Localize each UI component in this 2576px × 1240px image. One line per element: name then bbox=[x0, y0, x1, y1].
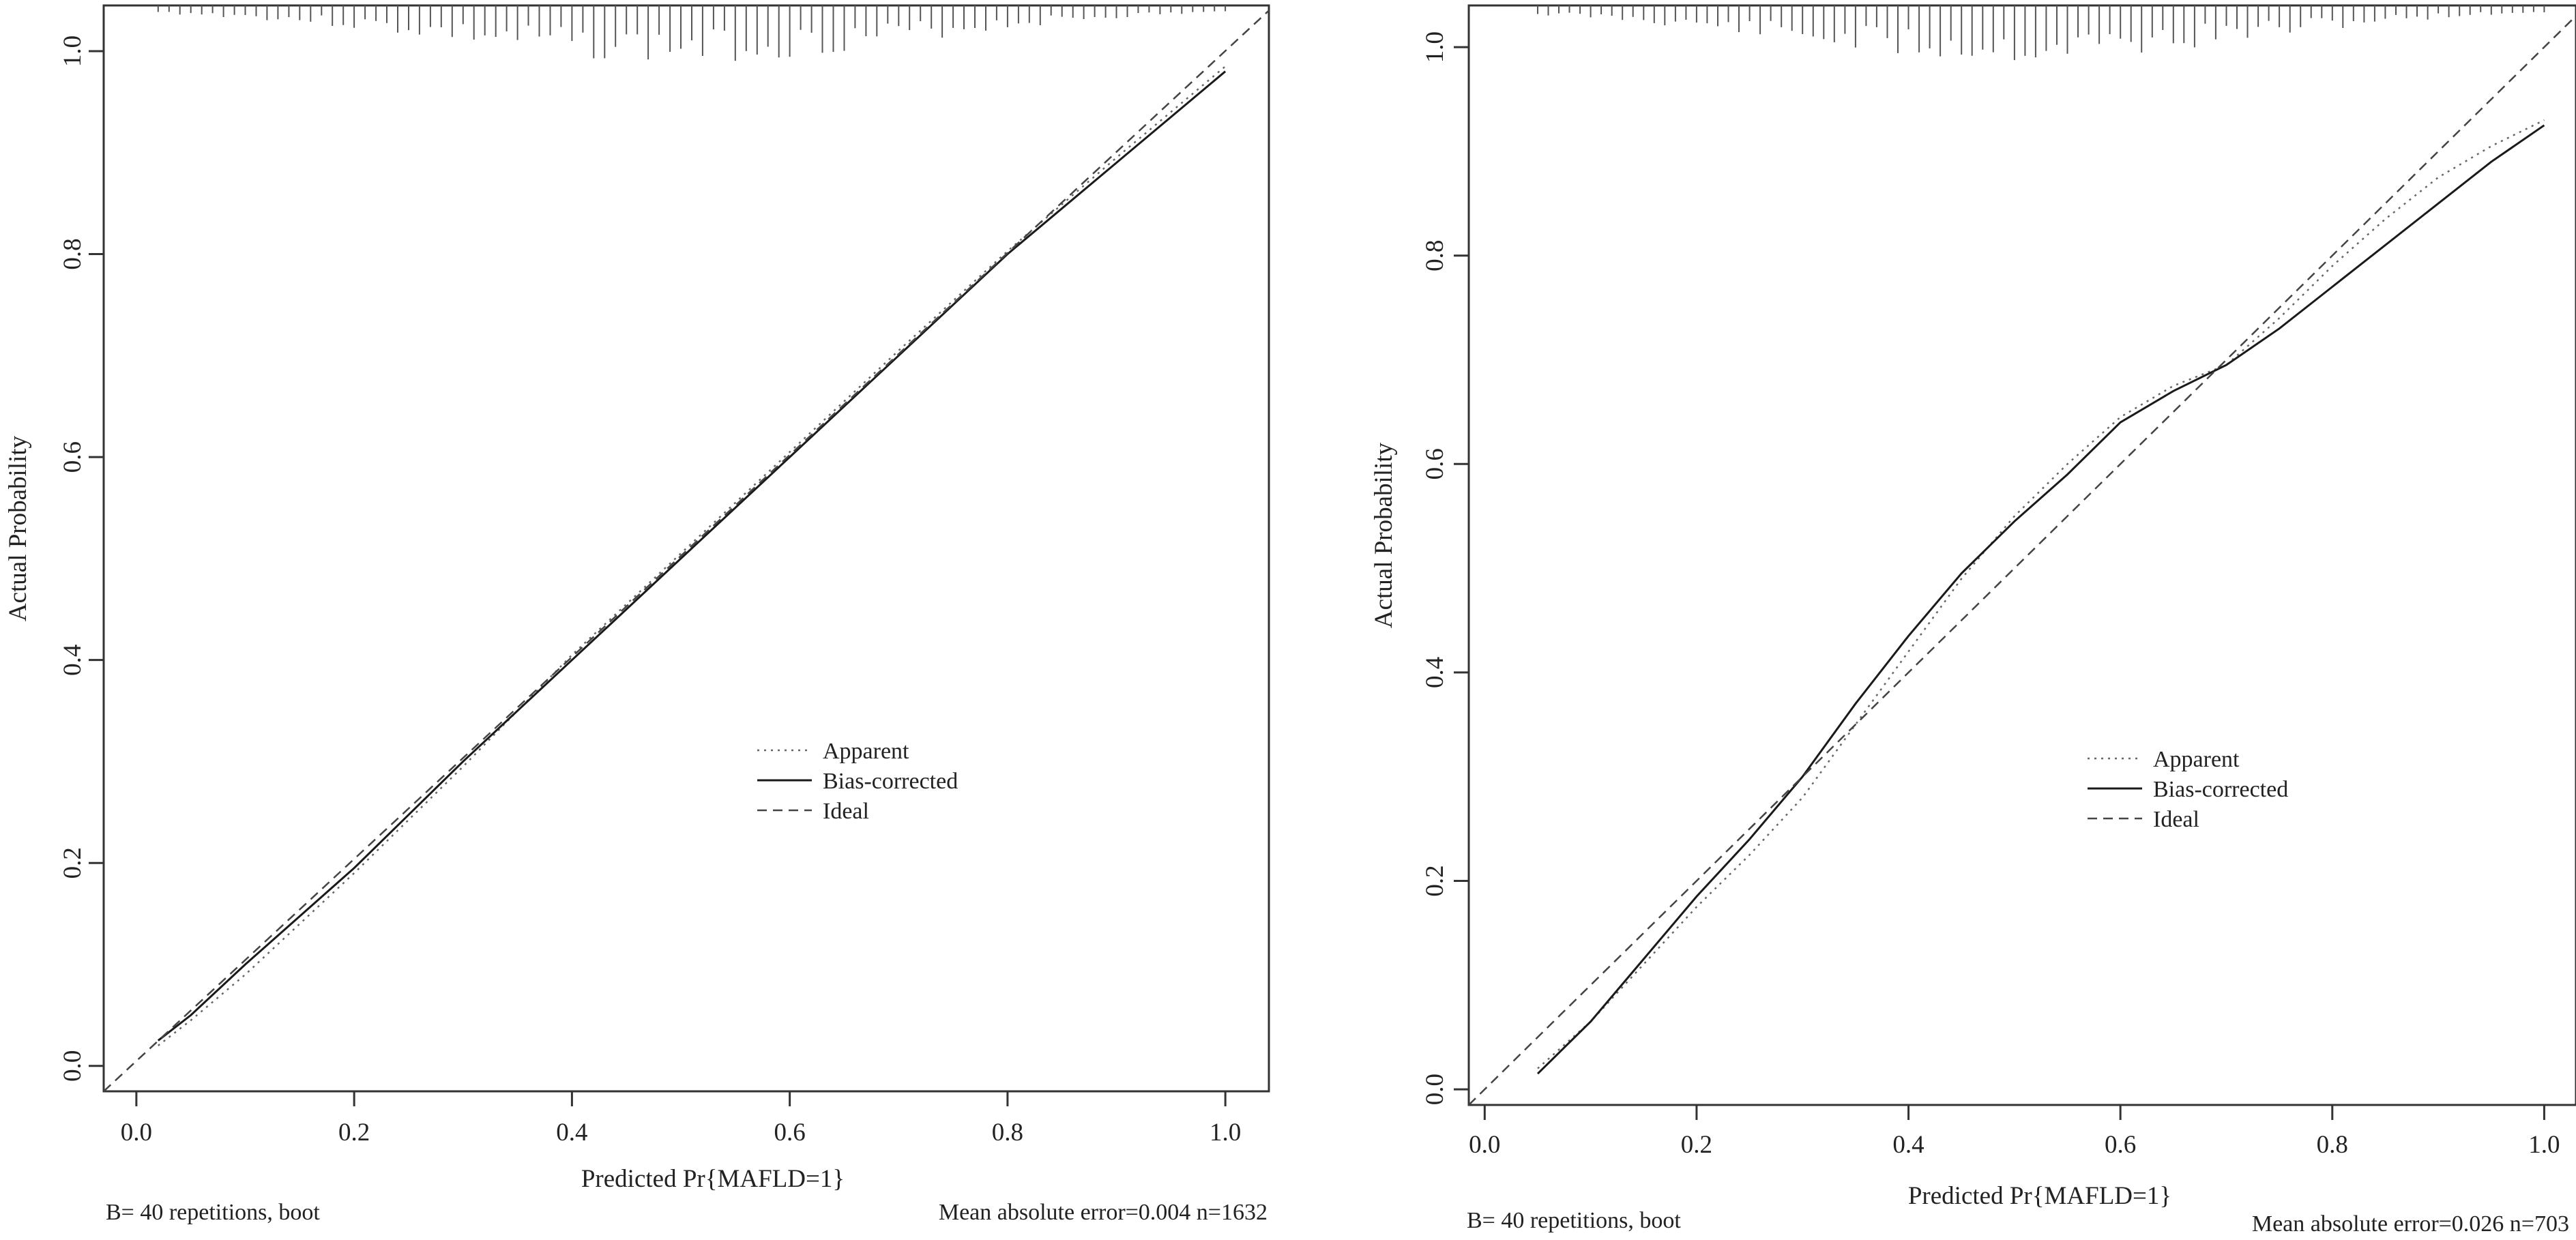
calibration-panel-left: 0.0 0.2 0.4 0.6 0.8 1.0 0.0 0.2 0.4 0.6 0.8 1.0 Pr… bbox=[4, 4, 1270, 1225]
series-line-ideal bbox=[103, 10, 1270, 1092]
legend-label: Apparent bbox=[2153, 747, 2240, 772]
x-tick-label: 1.0 bbox=[2528, 1131, 2560, 1159]
y-tick-label: 0.4 bbox=[59, 645, 87, 676]
legend: Apparent Bias-corrected Ideal bbox=[757, 739, 958, 824]
y-tick-label: 0.8 bbox=[1421, 240, 1449, 271]
footer-error-summary: Mean absolute error=0.004 n=1632 bbox=[939, 1200, 1268, 1225]
series-line-ideal bbox=[1468, 15, 2576, 1106]
plot-frame bbox=[1467, 4, 2576, 1106]
x-axis-title: Predicted Pr{MAFLD=1} bbox=[1908, 1182, 2171, 1210]
x-tick-label: 0.8 bbox=[992, 1119, 1023, 1147]
y-axis: 0.0 0.2 0.4 0.6 0.8 1.0 bbox=[1421, 31, 1469, 1105]
footer-error-summary: Mean absolute error=0.026 n=703 bbox=[2252, 1211, 2569, 1237]
legend-label: Ideal bbox=[823, 799, 869, 824]
y-tick-label: 0.6 bbox=[59, 441, 87, 473]
footer-repetitions: B= 40 repetitions, boot bbox=[1467, 1208, 1681, 1233]
series-line-bias-corrected bbox=[1536, 124, 2545, 1075]
x-tick-label: 0.4 bbox=[556, 1119, 587, 1147]
legend-label: Bias-corrected bbox=[823, 769, 958, 794]
series-lines bbox=[103, 10, 1270, 1092]
x-tick-label: 0.0 bbox=[1469, 1131, 1500, 1159]
footer-repetitions: B= 40 repetitions, boot bbox=[106, 1200, 320, 1225]
x-tick-label: 0.6 bbox=[774, 1119, 806, 1147]
series-line-bias-corrected bbox=[157, 70, 1227, 1042]
y-tick-label: 0.8 bbox=[59, 238, 87, 269]
y-tick-label: 0.0 bbox=[1421, 1074, 1449, 1105]
rug-ticks bbox=[157, 5, 1227, 61]
y-axis: 0.0 0.2 0.4 0.6 0.8 1.0 bbox=[59, 35, 104, 1082]
x-tick-label: 0.2 bbox=[338, 1119, 370, 1147]
x-tick-label: 0.0 bbox=[121, 1119, 152, 1147]
y-tick-label: 1.0 bbox=[1421, 31, 1449, 63]
y-tick-label: 0.2 bbox=[1421, 865, 1449, 896]
legend-label: Ideal bbox=[2153, 807, 2199, 832]
x-tick-label: 0.2 bbox=[1681, 1131, 1712, 1159]
x-tick-label: 0.4 bbox=[1892, 1131, 1924, 1159]
plot-frame bbox=[102, 4, 1270, 1093]
y-tick-label: 0.6 bbox=[1421, 448, 1449, 479]
y-tick-label: 0.4 bbox=[1421, 657, 1449, 688]
series-lines bbox=[1468, 15, 2576, 1106]
legend: Apparent Bias-corrected Ideal bbox=[2088, 747, 2288, 832]
x-tick-label: 0.6 bbox=[2105, 1131, 2136, 1159]
legend-label: Apparent bbox=[823, 739, 909, 764]
x-axis: 0.0 0.2 0.4 0.6 0.8 1.0 bbox=[1469, 1105, 2560, 1159]
x-tick-label: 1.0 bbox=[1210, 1119, 1241, 1147]
y-axis-title: Actual Probability bbox=[4, 435, 32, 621]
series-line-apparent bbox=[1537, 119, 2545, 1069]
rug-ticks bbox=[1537, 5, 2545, 61]
calibration-panel-right: 0.0 0.2 0.4 0.6 0.8 1.0 0.0 0.2 0.4 0.6 0.8 1.0 Pr… bbox=[1370, 4, 2576, 1237]
x-axis: 0.0 0.2 0.4 0.6 0.8 1.0 bbox=[121, 1091, 1241, 1147]
legend-label: Bias-corrected bbox=[2153, 777, 2288, 802]
y-tick-label: 1.0 bbox=[59, 35, 87, 67]
y-tick-label: 0.2 bbox=[59, 847, 87, 879]
x-tick-label: 0.8 bbox=[2317, 1131, 2348, 1159]
y-tick-label: 0.0 bbox=[59, 1050, 87, 1082]
y-axis-title: Actual Probability bbox=[1370, 442, 1398, 628]
x-axis-title: Predicted Pr{MAFLD=1} bbox=[581, 1165, 845, 1193]
